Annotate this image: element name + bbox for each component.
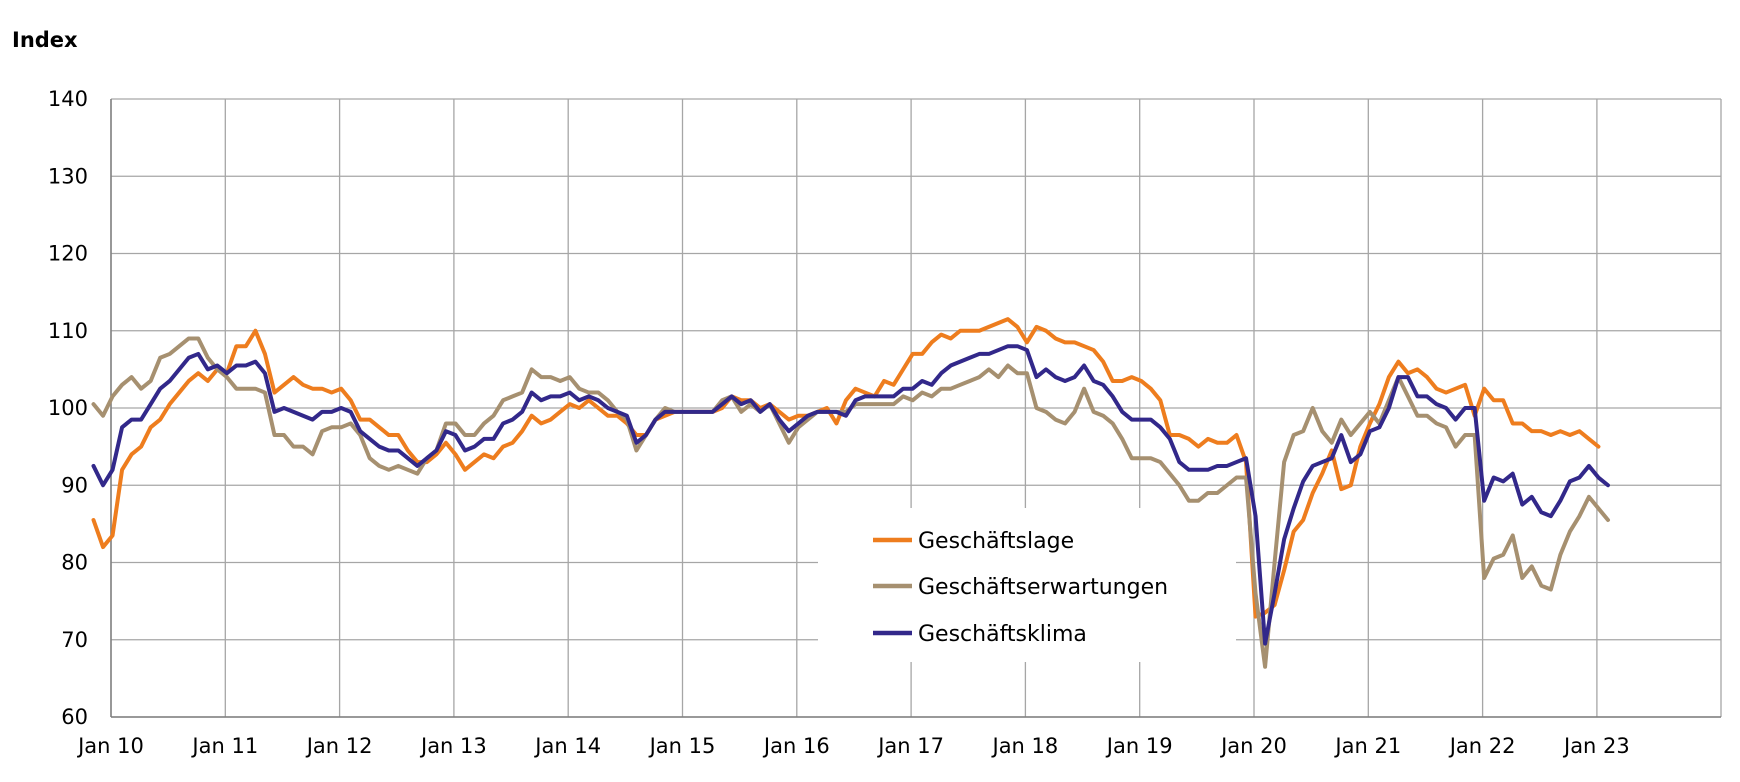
x-tick-label: Jan 16 bbox=[762, 734, 830, 758]
x-tick-label: Jan 23 bbox=[1562, 734, 1630, 758]
series-lines bbox=[91, 317, 1610, 669]
legend-label: Geschäftserwartungen bbox=[918, 575, 1168, 600]
y-tick-label: 100 bbox=[48, 396, 88, 420]
y-tick-label: 60 bbox=[61, 705, 88, 729]
y-tick-label: 120 bbox=[48, 242, 88, 266]
x-tick-label: Jan 11 bbox=[190, 734, 258, 758]
legend: Geschäftslage Geschäftserwartungen Geschäf… bbox=[873, 529, 1168, 647]
x-tick-label: Jan 21 bbox=[1333, 734, 1401, 758]
legend-label: Geschäftslage bbox=[918, 529, 1074, 554]
x-tick-label: Jan 17 bbox=[876, 734, 944, 758]
x-tick-label: Jan 20 bbox=[1219, 734, 1287, 758]
x-tick-label: Jan 18 bbox=[991, 734, 1059, 758]
y-tick-label: 90 bbox=[61, 473, 88, 497]
x-tick-label: Jan 22 bbox=[1448, 734, 1516, 758]
axis-ticks: 60 70 80 90 100 110 120 130 140 Jan 10 Jan 11 Jan 1… bbox=[48, 87, 1721, 758]
x-tick-label: Jan 10 bbox=[76, 734, 144, 758]
series-line-2 bbox=[91, 344, 1610, 646]
series-line-0 bbox=[91, 317, 1601, 619]
x-tick-label: Jan 14 bbox=[533, 734, 601, 758]
x-tick-label: Jan 12 bbox=[305, 734, 373, 758]
y-tick-label: 130 bbox=[48, 164, 88, 188]
x-tick-label: Jan 13 bbox=[419, 734, 487, 758]
y-tick-label: 140 bbox=[48, 87, 88, 111]
y-tick-label: 70 bbox=[61, 628, 88, 652]
legend-label: Geschäftsklima bbox=[918, 622, 1087, 647]
x-tick-label: Jan 15 bbox=[648, 734, 716, 758]
y-tick-label: 80 bbox=[61, 551, 88, 575]
y-axis-title: Index bbox=[12, 28, 78, 52]
y-tick-label: 110 bbox=[48, 319, 88, 343]
x-tick-label: Jan 19 bbox=[1105, 734, 1173, 758]
grid bbox=[110, 98, 1722, 718]
